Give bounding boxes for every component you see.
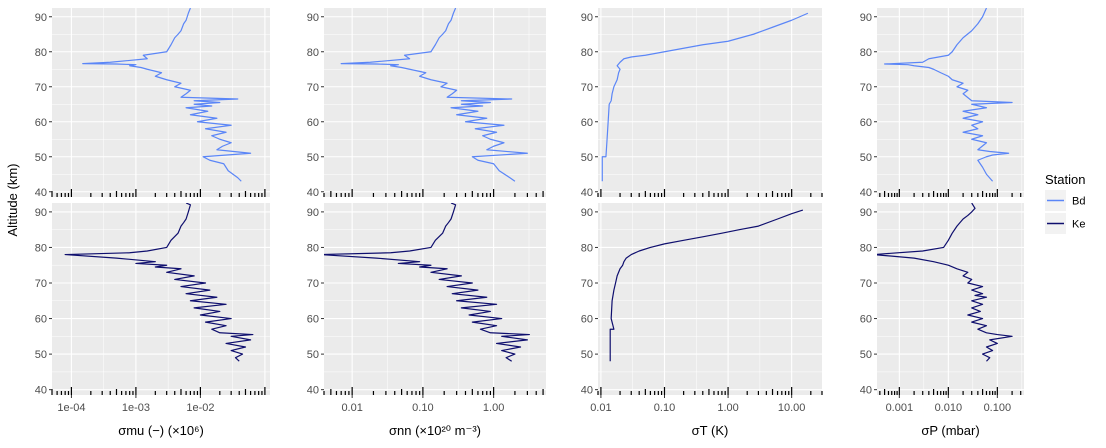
x-tick-label: 0.010: [935, 402, 963, 414]
series-line-Ke: [324, 203, 530, 362]
y-tick-label: 90: [581, 207, 593, 219]
x-tick-label: 1.00: [483, 402, 504, 414]
panel-2-row-1: 40 50 60 70 80 90: [307, 8, 546, 199]
panel-4-row-1: 40 50 60 70 80 90: [860, 8, 1024, 199]
y-tick-label: 70: [307, 82, 319, 94]
legend-entry-Bd: Bd: [1045, 190, 1085, 211]
y-tick-label: 90: [307, 207, 319, 219]
series-line-Ke: [877, 203, 1013, 362]
y-tick-label: 40: [581, 385, 593, 397]
y-tick-label: 90: [581, 12, 593, 24]
y-tick-label: 80: [581, 242, 593, 254]
panel-background: [52, 203, 270, 395]
y-tick-label: 70: [581, 278, 593, 290]
x-tick-label: 1.00: [717, 402, 738, 414]
y-tick-label: 40: [307, 385, 319, 397]
series-line-Ke: [64, 203, 254, 362]
panel-background: [324, 8, 546, 197]
y-tick-label: 60: [35, 314, 47, 326]
panel-3-row-1: 40 50 60 70 80 90: [581, 8, 823, 199]
series-line-Bd: [883, 8, 1013, 182]
y-tick-label: 90: [860, 12, 872, 24]
x-axis-title: σP (mbar): [921, 423, 979, 438]
y-tick-label: 50: [35, 152, 47, 164]
x-axis-title: σnn (×10²⁰ m⁻³): [389, 423, 481, 438]
y-tick-label: 70: [307, 278, 319, 290]
y-tick-label: 60: [581, 314, 593, 326]
y-tick-label: 40: [35, 385, 47, 397]
y-tick-label: 80: [307, 47, 319, 59]
y-tick-label: 40: [307, 187, 319, 199]
legend: Station Bd Ke: [1045, 172, 1085, 234]
y-tick-label: 70: [35, 278, 47, 290]
y-tick-label: 50: [307, 349, 319, 361]
x-tick-label: 0.10: [412, 402, 433, 414]
y-tick-label: 60: [860, 117, 872, 129]
y-tick-label: 60: [860, 314, 872, 326]
panel-1-row-2: 40 50 60 70 80 90: [35, 203, 270, 397]
y-tick-label: 60: [307, 117, 319, 129]
y-tick-label: 40: [581, 187, 593, 199]
y-tick-label: 70: [860, 278, 872, 290]
legend-entry-Ke: Ke: [1045, 213, 1085, 234]
x-tick-label: 0.01: [341, 402, 362, 414]
series-line-Bd: [601, 12, 809, 182]
series-line-Bd: [340, 8, 528, 182]
panels-layer: 40 50 60 70 80 90 40 50 60 70 80 90 1e-04 1e-03 1e-02 σ…: [35, 8, 1024, 438]
x-tick-label: 0.001: [886, 402, 914, 414]
y-tick-label: 50: [35, 349, 47, 361]
x-tick-label: 1e-04: [57, 402, 85, 414]
y-tick-label: 70: [35, 82, 47, 94]
y-tick-label: 50: [860, 349, 872, 361]
y-tick-label: 80: [35, 47, 47, 59]
series-line-Ke: [609, 209, 804, 362]
x-tick-label: 0.10: [654, 402, 675, 414]
y-tick-label: 50: [581, 152, 593, 164]
x-tick-label: 10.00: [778, 402, 806, 414]
legend-label: Ke: [1072, 219, 1085, 231]
y-tick-label: 90: [307, 12, 319, 24]
panel-background: [52, 8, 270, 197]
y-tick-label: 90: [35, 12, 47, 24]
y-tick-label: 80: [860, 242, 872, 254]
panel-4-row-2: 40 50 60 70 80 90: [860, 203, 1024, 397]
y-tick-label: 60: [307, 314, 319, 326]
y-tick-label: 50: [581, 349, 593, 361]
y-tick-label: 40: [860, 187, 872, 199]
y-tick-label: 40: [860, 385, 872, 397]
series-line-Bd: [82, 8, 252, 182]
y-tick-label: 50: [307, 152, 319, 164]
x-axis-title: σT (K): [692, 423, 729, 438]
y-tick-label: 60: [581, 117, 593, 129]
y-tick-label: 70: [860, 82, 872, 94]
x-tick-label: 1e-03: [122, 402, 150, 414]
legend-title: Station: [1045, 172, 1085, 187]
y-tick-label: 40: [35, 187, 47, 199]
y-tick-label: 80: [35, 242, 47, 254]
y-axis-title: Altitude (km): [5, 164, 20, 237]
panel-background: [324, 203, 546, 395]
panel-1-row-1: 40 50 60 70 80 90: [35, 8, 270, 199]
legend-label: Bd: [1072, 196, 1085, 208]
y-tick-label: 90: [35, 207, 47, 219]
y-tick-label: 70: [581, 82, 593, 94]
x-tick-label: 0.100: [984, 402, 1012, 414]
y-tick-label: 50: [860, 152, 872, 164]
x-tick-label: 0.01: [590, 402, 611, 414]
y-tick-label: 60: [35, 117, 47, 129]
y-tick-label: 80: [860, 47, 872, 59]
y-tick-label: 80: [307, 242, 319, 254]
panel-background: [877, 203, 1024, 395]
y-tick-label: 80: [581, 47, 593, 59]
x-tick-label: 1e-02: [186, 402, 214, 414]
x-axis-title: σmu (−) (×10⁶): [118, 423, 204, 438]
panel-background: [598, 203, 822, 395]
panel-background: [598, 8, 822, 197]
y-tick-label: 90: [860, 207, 872, 219]
panel-2-row-2: 40 50 60 70 80 90: [307, 203, 546, 397]
panel-3-row-2: 40 50 60 70 80 90: [581, 203, 823, 397]
